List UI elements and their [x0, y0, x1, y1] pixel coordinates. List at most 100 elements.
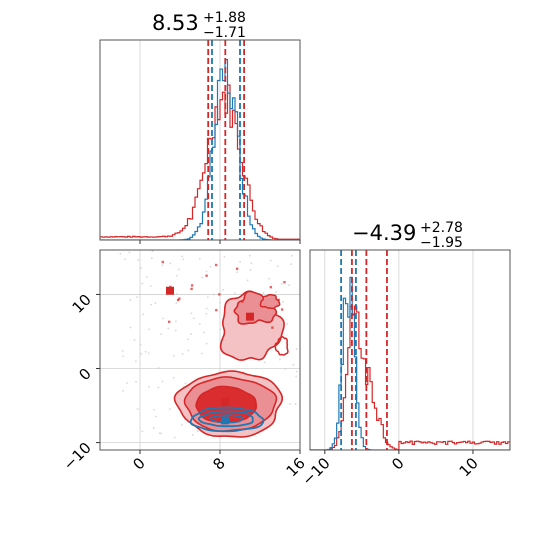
panel-right-grid	[324, 250, 474, 450]
joint-scatter-point	[295, 370, 298, 373]
joint-scatter-point	[141, 282, 144, 285]
contour-upper-fragment	[274, 335, 289, 356]
joint-scatter-point	[151, 250, 154, 253]
joint-scatter-point	[288, 284, 290, 287]
joint-xtick-label-0: 0	[129, 454, 148, 473]
joint-scatter-point	[280, 282, 283, 285]
joint-red-speck	[277, 298, 280, 302]
joint-scatter-point	[177, 268, 180, 271]
right-xtick-label-2: 10	[456, 454, 482, 480]
right-red-histogram	[310, 305, 510, 450]
joint-scatter-point	[187, 338, 189, 341]
joint-scatter-point	[157, 386, 160, 389]
joint-red-speck	[167, 320, 171, 324]
joint-scatter-point	[181, 353, 184, 355]
joint-scatter-point	[135, 380, 137, 383]
joint-scatter-point	[160, 432, 162, 435]
joint-scatter-point	[187, 349, 190, 352]
joint-red-speck	[271, 326, 274, 329]
joint-scatter-point	[201, 276, 204, 279]
joint-scatter-point	[268, 277, 270, 280]
joint-scatter-point	[175, 293, 178, 295]
joint-scatter-point	[139, 343, 142, 346]
panel-right-ticks: −10 0 10	[299, 450, 482, 489]
joint-scatter-point	[201, 352, 203, 355]
joint-scatter-point	[295, 348, 298, 350]
joint-scatter-point	[147, 352, 150, 355]
joint-red-speck	[283, 280, 286, 284]
joint-scatter-point	[141, 430, 144, 433]
joint-scatter-point	[160, 333, 162, 335]
joint-scatter-point	[144, 350, 147, 353]
joint-scatter-point	[205, 342, 208, 345]
joint-scatter-point	[205, 270, 208, 273]
title-param2-median: −4.39	[352, 221, 416, 245]
joint-scatter-point	[142, 313, 144, 316]
marker-blue-0	[221, 416, 229, 425]
joint-scatter-point	[122, 355, 125, 358]
joint-scatter-point	[136, 408, 139, 411]
joint-scatter-point	[169, 262, 172, 265]
joint-scatter-point	[129, 299, 132, 302]
joint-scatter-point	[122, 389, 125, 392]
joint-scatter-point	[175, 320, 177, 323]
joint-scatter-point	[126, 382, 128, 384]
joint-scatter-point	[213, 293, 215, 296]
joint-scatter-point	[153, 408, 155, 411]
joint-red-speck	[161, 260, 164, 264]
joint-red-speck	[190, 284, 194, 287]
joint-scatter-point	[289, 403, 291, 405]
title-param1-minus: −1.71	[203, 25, 246, 41]
joint-red-speck	[169, 285, 172, 289]
joint-scatter-point	[124, 258, 127, 261]
panel-right-hist: −10 0 10	[299, 249, 511, 489]
joint-scatter-point	[157, 367, 160, 369]
joint-scatter-point	[198, 323, 201, 325]
joint-scatter-point	[209, 265, 212, 268]
title-param2-minus: −1.95	[420, 235, 463, 251]
joint-scatter-point	[222, 288, 225, 291]
joint-ytick-label-0: −10	[60, 439, 95, 474]
joint-scatter-point	[295, 375, 298, 378]
joint-scatter-point	[139, 267, 142, 270]
joint-scatter-point	[121, 350, 124, 352]
joint-scatter-point	[174, 329, 177, 332]
joint-scatter-point	[275, 290, 277, 293]
joint-red-speck	[280, 308, 284, 311]
joint-scatter-point	[137, 259, 140, 262]
joint-red-speck	[178, 297, 181, 300]
joint-scatter-point	[184, 382, 187, 385]
marker-red-2	[221, 397, 229, 406]
joint-ytick-label-2: 10	[69, 291, 95, 317]
joint-scatter-point	[149, 285, 152, 287]
title-param1-median: 8.53	[152, 11, 199, 35]
joint-red-speck	[176, 298, 180, 302]
joint-scatter-point	[154, 302, 157, 305]
joint-scatter-point	[269, 259, 272, 262]
joint-scatter-point	[205, 307, 208, 310]
joint-scatter-point	[150, 257, 153, 260]
joint-markers	[161, 260, 286, 425]
joint-red-speck	[241, 300, 244, 303]
joint-scatter-point	[135, 360, 137, 363]
panel-right-frame	[309, 249, 511, 451]
joint-scatter-point	[205, 312, 208, 315]
contour-blue-core	[209, 414, 244, 424]
joint-scatter-point	[198, 257, 201, 260]
joint-red-speck	[205, 274, 208, 277]
joint-scatter-point	[175, 302, 178, 305]
joint-scatter-point	[191, 433, 194, 436]
joint-scatter-point	[168, 408, 171, 411]
joint-scatter-point	[133, 339, 136, 342]
joint-scatter-point	[161, 380, 164, 383]
top-quantile-lines	[207, 40, 246, 240]
joint-scatter-point	[286, 322, 289, 325]
contour-blue-inner	[197, 410, 254, 428]
joint-scatter-point	[196, 430, 199, 433]
joint-red-speck	[235, 267, 239, 270]
panel-top-ticks	[139, 240, 301, 244]
joint-scatter-point	[175, 274, 178, 277]
joint-scatter-point	[278, 358, 281, 361]
